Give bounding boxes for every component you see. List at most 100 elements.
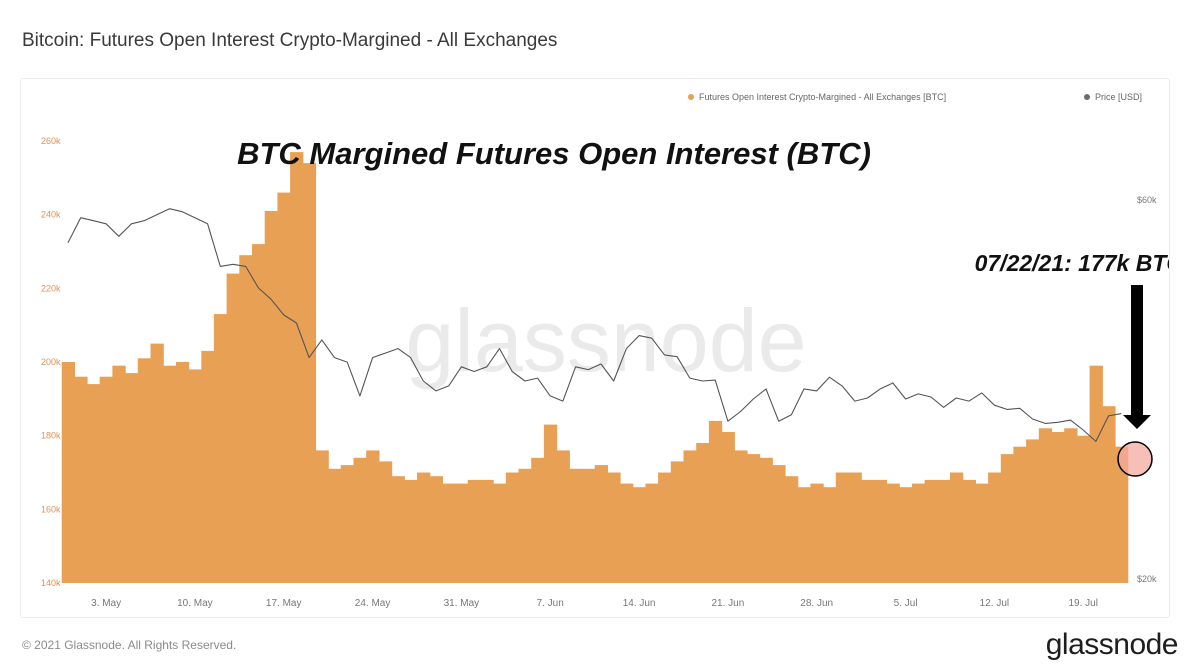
oi-bar bbox=[759, 457, 773, 583]
oi-bar bbox=[556, 450, 570, 583]
oi-bar bbox=[518, 468, 532, 583]
left-axis-ticks: 140k 160k 180k 200k 220k 240k 260k bbox=[41, 136, 61, 588]
oi-bar bbox=[137, 358, 152, 583]
oi-bar bbox=[937, 479, 951, 583]
oi-bar bbox=[594, 465, 608, 583]
oi-bar bbox=[670, 461, 685, 583]
oi-bar bbox=[620, 483, 634, 583]
oi-bar bbox=[861, 479, 875, 583]
footer-copyright: © 2021 Glassnode. All Rights Reserved. bbox=[22, 638, 237, 652]
oi-bar bbox=[696, 443, 710, 583]
oi-bar bbox=[252, 244, 266, 583]
oi-bar bbox=[87, 384, 101, 583]
watermark-text: glassnode bbox=[405, 291, 806, 390]
page-title: Bitcoin: Futures Open Interest Crypto-Ma… bbox=[22, 30, 558, 51]
oi-bar bbox=[835, 472, 850, 583]
y-left-tick-label: 160k bbox=[41, 504, 61, 514]
oi-bar bbox=[455, 483, 469, 583]
oi-bar bbox=[125, 373, 139, 583]
oi-bar bbox=[201, 350, 215, 583]
oi-bar bbox=[226, 273, 240, 583]
oi-bar bbox=[810, 483, 824, 583]
oi-bar bbox=[708, 420, 723, 583]
glassnode-logo[interactable]: glassnode bbox=[1045, 628, 1179, 661]
annotation-arrow-shaft bbox=[1131, 285, 1143, 417]
oi-bar bbox=[1051, 432, 1065, 583]
oi-bar bbox=[239, 255, 253, 583]
oi-bar bbox=[112, 365, 126, 583]
x-tick-label: 14. Jun bbox=[623, 598, 656, 609]
oi-bar bbox=[658, 472, 672, 583]
oi-bar bbox=[848, 472, 862, 583]
legend-label-price[interactable]: Price [USD] bbox=[1095, 92, 1142, 102]
price-line bbox=[67, 208, 1122, 442]
x-tick-label: 17. May bbox=[266, 598, 302, 609]
oi-bar bbox=[543, 424, 558, 583]
oi-bar bbox=[493, 483, 507, 583]
oi-bar bbox=[378, 461, 393, 583]
oi-bar bbox=[1102, 406, 1116, 583]
x-tick-label: 7. Jun bbox=[537, 598, 564, 609]
oi-bar bbox=[683, 450, 697, 583]
price-line-layer bbox=[67, 208, 1122, 442]
y-left-tick-label: 180k bbox=[41, 431, 61, 441]
x-tick-label: 28. Jun bbox=[800, 598, 833, 609]
oi-bar bbox=[264, 211, 278, 583]
oi-bar bbox=[746, 454, 761, 583]
oi-bar bbox=[886, 483, 900, 583]
oi-bar bbox=[429, 476, 443, 583]
oi-bar bbox=[1089, 365, 1103, 583]
oi-bar bbox=[1026, 439, 1040, 583]
oi-bar bbox=[531, 457, 545, 583]
annotation-arrow-head bbox=[1123, 415, 1151, 429]
y-left-tick-label: 240k bbox=[41, 210, 61, 220]
y-left-tick-label: 220k bbox=[41, 283, 61, 293]
oi-bar bbox=[404, 479, 418, 583]
oi-bar bbox=[467, 479, 482, 583]
oi-bar bbox=[150, 343, 164, 583]
legend-label-open-interest[interactable]: Futures Open Interest Crypto-Margined - … bbox=[699, 92, 946, 102]
oi-bar bbox=[366, 450, 380, 583]
oi-bar bbox=[480, 479, 494, 583]
oi-bar bbox=[328, 468, 342, 583]
x-tick-label: 19. Jul bbox=[1068, 598, 1097, 609]
oi-bar bbox=[721, 432, 735, 583]
oi-bar bbox=[505, 472, 520, 583]
open-interest-chart: glassnode Futures Open Interest Crypto-M… bbox=[41, 92, 1169, 609]
y-left-tick-label: 200k bbox=[41, 357, 61, 367]
oi-bar bbox=[417, 472, 431, 583]
oi-bar bbox=[1064, 428, 1078, 583]
x-tick-label: 31. May bbox=[444, 598, 480, 609]
oi-bar bbox=[213, 314, 228, 583]
x-tick-label: 21. Jun bbox=[711, 598, 744, 609]
legend: Futures Open Interest Crypto-Margined - … bbox=[688, 92, 1142, 102]
oi-bar bbox=[315, 450, 329, 583]
oi-bar bbox=[772, 465, 786, 583]
y-right-tick-label: $60k bbox=[1137, 195, 1157, 205]
chart-frame: glassnode Futures Open Interest Crypto-M… bbox=[20, 78, 1170, 618]
oi-bar bbox=[74, 376, 88, 583]
oi-bar bbox=[582, 468, 596, 583]
oi-bar bbox=[911, 483, 926, 583]
oi-bar bbox=[302, 163, 317, 583]
oi-bar bbox=[823, 487, 837, 583]
legend-swatch-price bbox=[1084, 94, 1090, 100]
oi-bar bbox=[1013, 446, 1027, 583]
oi-bar bbox=[163, 365, 177, 583]
y-right-tick-label: $20k bbox=[1137, 574, 1157, 584]
oi-bar bbox=[290, 152, 304, 583]
annotation-circle-marker bbox=[1117, 441, 1153, 477]
oi-bar bbox=[442, 483, 456, 583]
legend-swatch-open-interest bbox=[688, 94, 694, 100]
oi-bar bbox=[950, 472, 964, 583]
oi-bar bbox=[924, 479, 938, 583]
oi-bar bbox=[607, 472, 621, 583]
annotation: 07/22/21: 177k BTC bbox=[975, 250, 1169, 477]
oi-bar bbox=[1115, 446, 1129, 583]
watermark: glassnode bbox=[405, 291, 806, 390]
oi-bar bbox=[569, 468, 583, 583]
oi-bar bbox=[1038, 428, 1053, 583]
oi-bar bbox=[873, 479, 888, 583]
oi-bar bbox=[175, 362, 190, 583]
x-tick-label: 24. May bbox=[355, 598, 391, 609]
